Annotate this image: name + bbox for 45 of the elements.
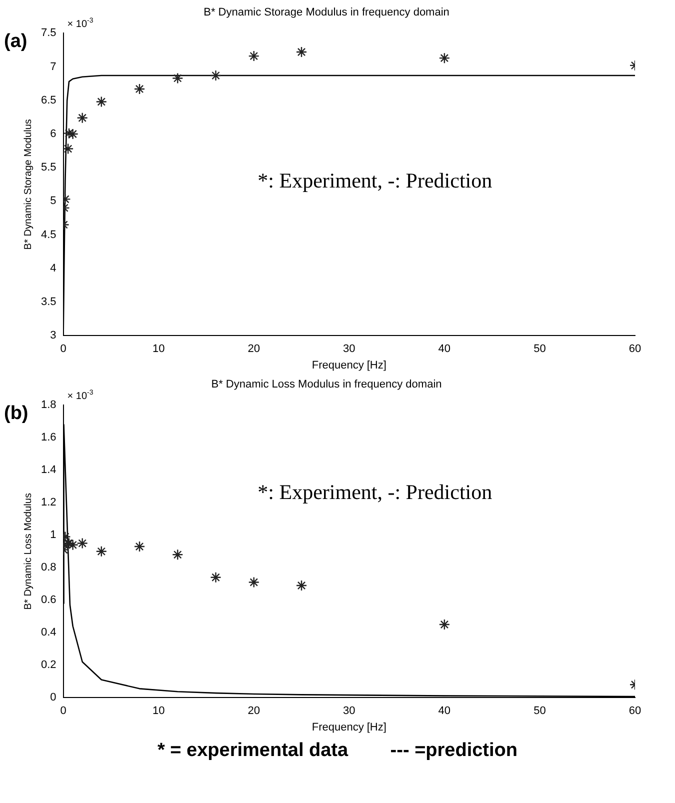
x-tick-label: 30 [343, 705, 356, 718]
annotation: *: Experiment, -: Prediction [258, 168, 493, 192]
y-axis-title: B* Dynamic Storage Modulus [22, 119, 34, 250]
x-tick-label: 10 [152, 343, 165, 356]
text: (b) [4, 403, 28, 424]
x-axis-title: Frequency [Hz] [312, 359, 386, 372]
x-tick-label: 20 [248, 705, 260, 718]
y-tick-label: 1.2 [40, 496, 56, 509]
chart-title: B* Dynamic Storage Modulus in frequency domain [204, 6, 450, 19]
y-tick-label: 3.5 [40, 296, 56, 308]
text: * = experimental data --- =prediction [156, 739, 519, 762]
x-axis-title: Frequency [Hz] [312, 721, 386, 734]
y-tick-label: 4 [50, 262, 56, 274]
y-tick-label: 6.5 [40, 94, 56, 106]
x-tick-label: 30 [343, 343, 356, 356]
y-tick-label: 5.5 [40, 162, 56, 174]
annotation: *: Experiment, -: Prediction [258, 480, 493, 504]
y-tick-label: 0.4 [40, 626, 56, 639]
x-tick-label: 20 [248, 343, 260, 356]
x-tick-label: 0 [60, 343, 66, 356]
x-tick-label: 10 [152, 705, 165, 718]
y-tick-label: 1.8 [40, 399, 56, 412]
y-tick-label: 4.5 [40, 228, 56, 241]
x-tick-label: 40 [438, 343, 451, 356]
x-tick-label: 50 [534, 343, 546, 356]
y-tick-label: 5 [50, 195, 56, 208]
y-tick-label: 7 [50, 60, 56, 73]
y-tick-label: 7.5 [40, 27, 56, 40]
x-tick-label: 50 [534, 705, 546, 718]
x-tick-label: 60 [628, 343, 642, 356]
y-tick-label: 1.6 [40, 432, 56, 444]
y-tick-label: 3 [50, 330, 56, 342]
y-tick-label: 6 [50, 128, 56, 140]
x-tick-label: 40 [438, 705, 451, 718]
y-tick-label: 0.2 [40, 659, 56, 672]
y-axis-title: B* Dynamic Loss Modulus [22, 493, 34, 610]
y-tick-label: 0 [50, 692, 56, 704]
x-tick-label: 60 [628, 705, 642, 718]
chart-title: B* Dynamic Loss Modulus in frequency domain [211, 378, 442, 391]
x-tick-label: 0 [60, 705, 66, 718]
y-tick-label: 0.8 [40, 562, 56, 574]
y-tick-label: 1 [50, 529, 56, 542]
text: (a) [4, 31, 28, 52]
y-tick-label: 1.4 [40, 464, 56, 476]
y-tick-label: 0.6 [40, 594, 56, 606]
